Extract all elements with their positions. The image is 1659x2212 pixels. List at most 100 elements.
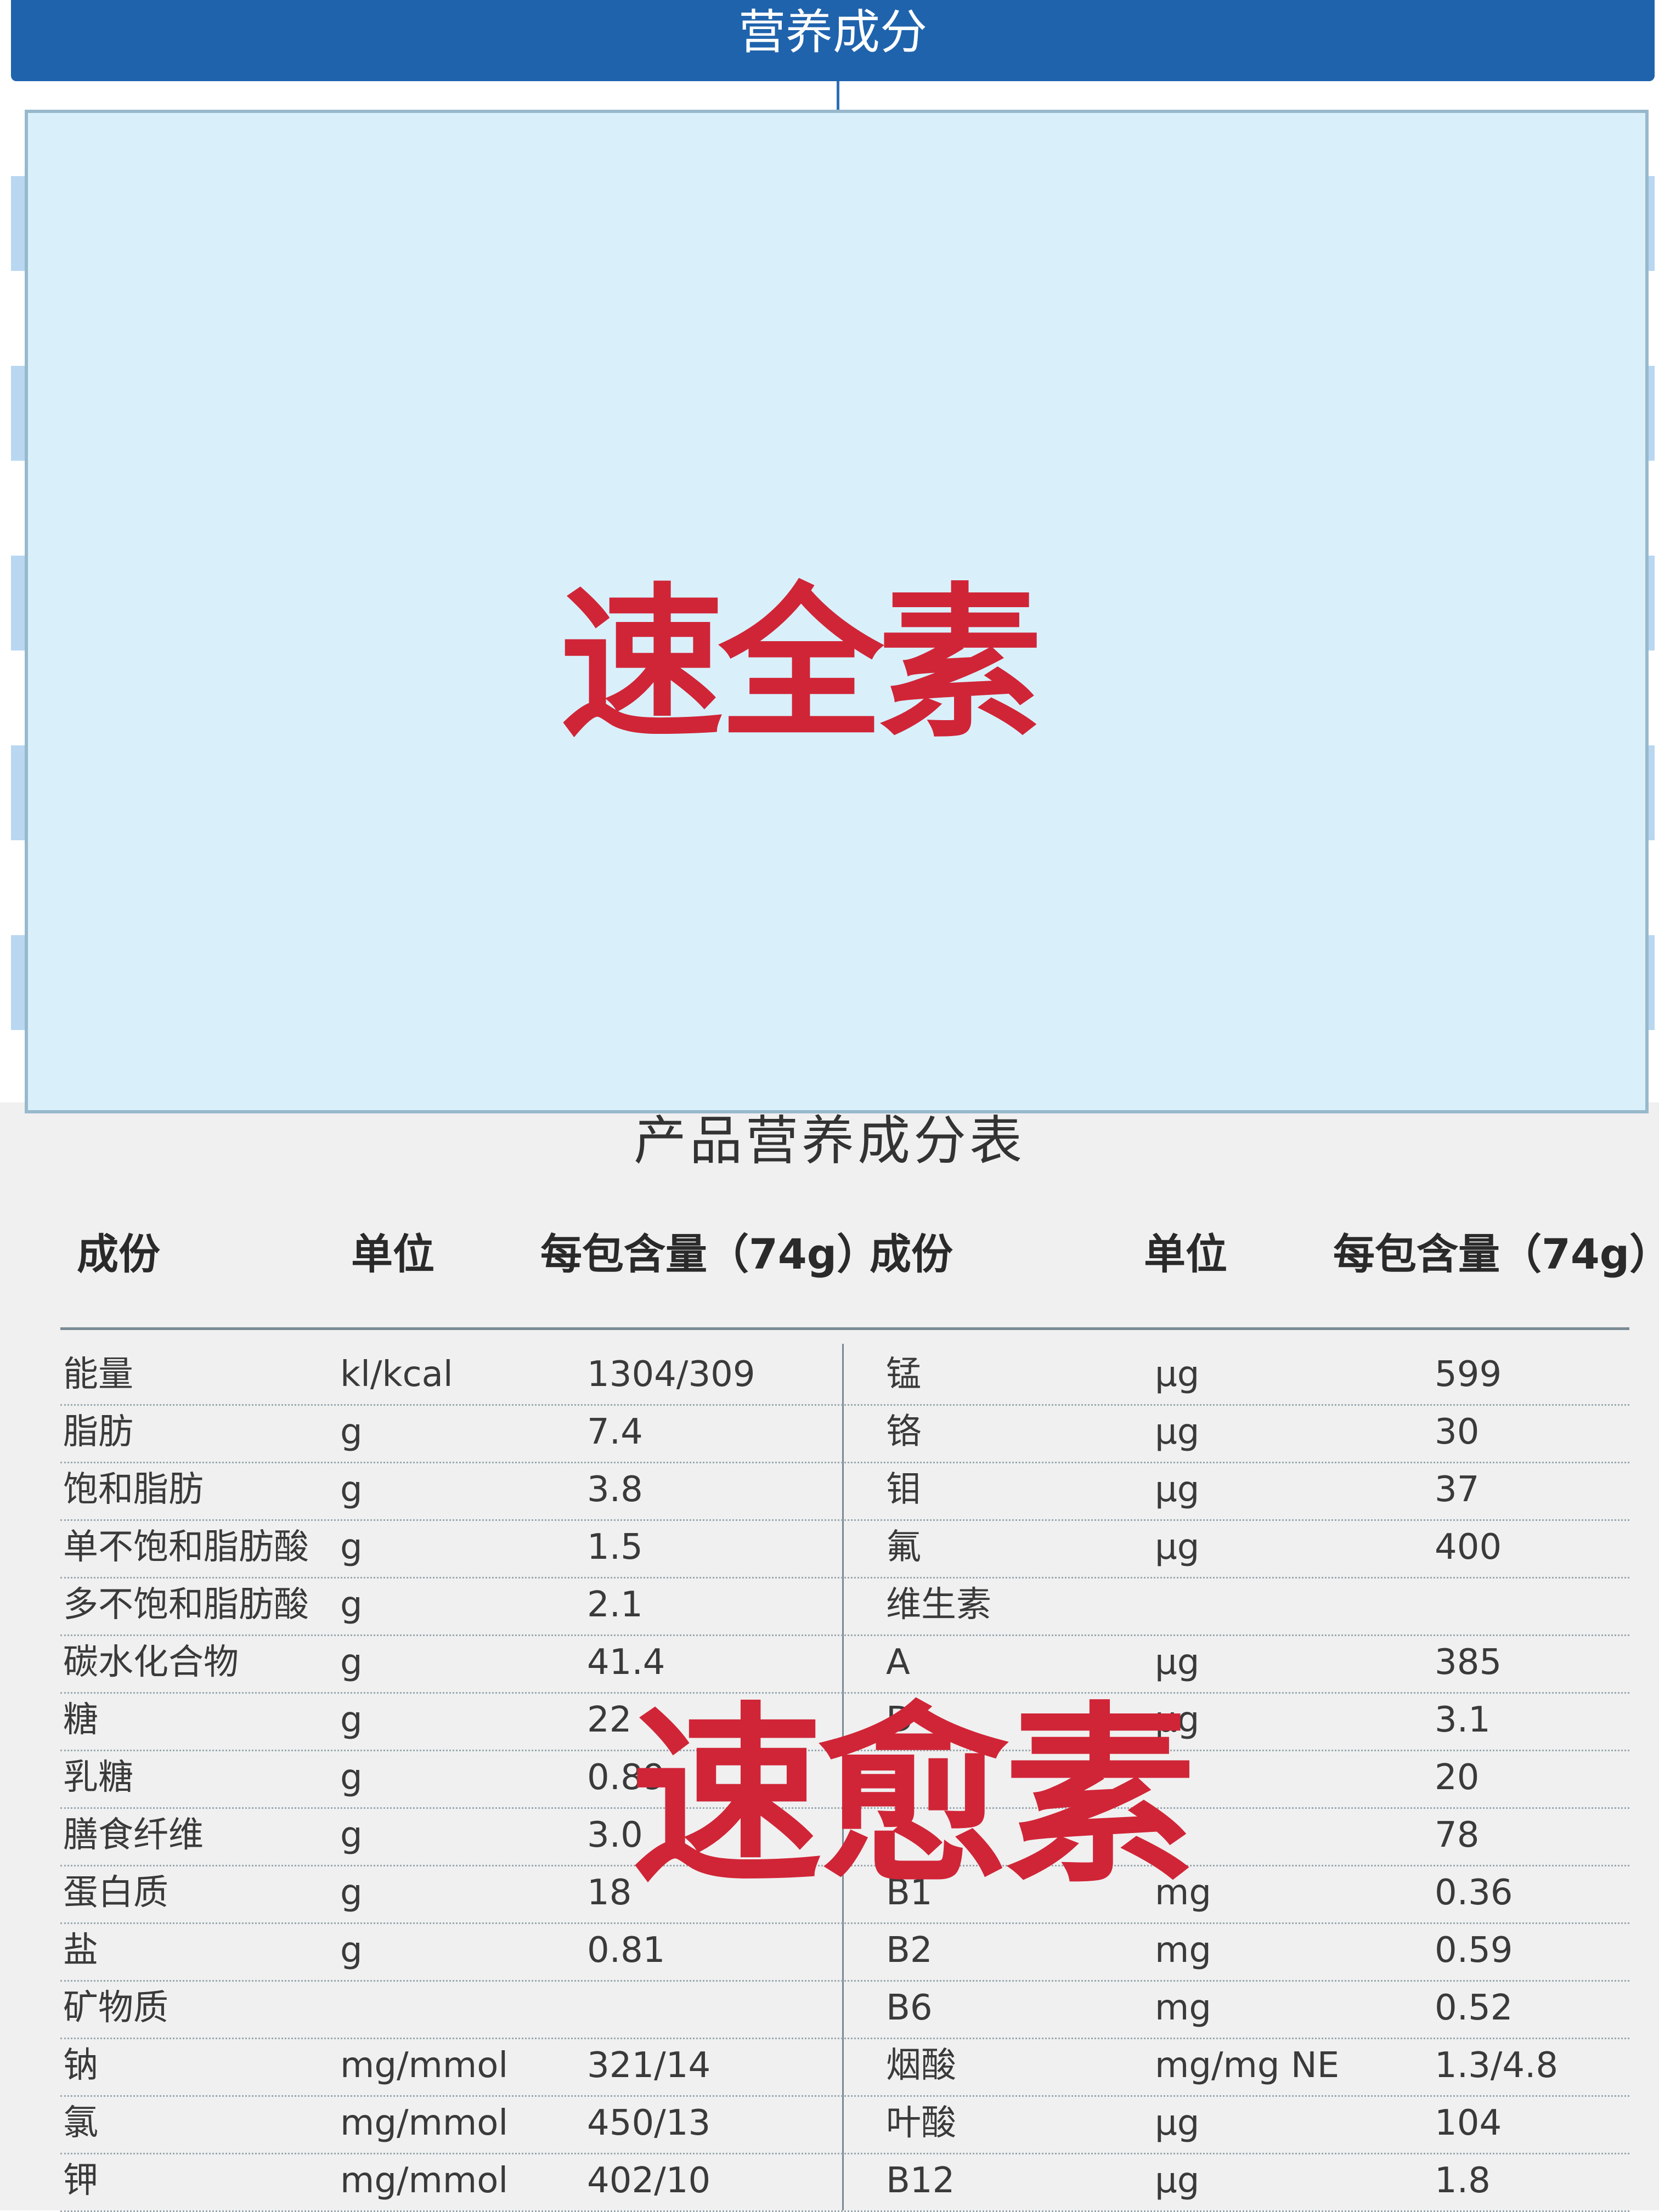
bottom-table-row: 氯 mg/mmol 450/13 叶酸 μg 104 (60, 2095, 1629, 2154)
ingredient-unit: μg (1155, 1354, 1200, 1395)
ingredient-unit: kl/kcal (340, 1354, 453, 1395)
header-amount-right: 每包含量（74g） (1333, 1230, 1659, 1278)
ingredient-amount: 2.1 (587, 1585, 643, 1625)
bottom-table-row: 能量 kl/kcal 1304/309 锰 μg 599 (60, 1347, 1629, 1406)
ingredient-amount: 450/13 (587, 2103, 711, 2143)
ingredient-amount: 3.0 (587, 1815, 643, 1855)
ingredient-amount: 400 (1435, 1527, 1502, 1568)
ingredient-name: B1 (886, 1872, 933, 1913)
ingredient-name: 盐 (63, 1930, 98, 1971)
ingredient-unit: μg (1155, 2103, 1200, 2143)
bottom-table-row: 膳食纤维 g 3.0 78 (60, 1807, 1629, 1866)
ingredient-unit: μg (1155, 1527, 1200, 1568)
top-table-title: 营养成分 (11, 0, 1655, 81)
ingredient-name: B12 (886, 2160, 955, 2201)
ingredient-name: 单不饱和脂肪酸 (63, 1527, 309, 1568)
ingredient-amount: 37 (1435, 1469, 1480, 1510)
ingredient-amount: 385 (1435, 1642, 1502, 1683)
ingredient-name: 氯 (63, 2103, 98, 2143)
ingredient-amount: 30 (1435, 1412, 1480, 1452)
ingredient-name: 多不饱和脂肪酸 (63, 1585, 309, 1625)
ingredient-unit: g (340, 1412, 363, 1452)
ingredient-unit: μg (1155, 1642, 1200, 1683)
column-divider-bottom (842, 1344, 844, 2210)
bottom-table-title: 产品营养成分表 (634, 1110, 1025, 1172)
ingredient-amount: 1.8 (1435, 2160, 1491, 2201)
ingredient-unit: g (340, 1642, 363, 1683)
ingredient-unit: g (340, 1872, 363, 1913)
ingredient-name: 铬 (886, 1412, 921, 1452)
ingredient-amount: 20 (1435, 1757, 1480, 1798)
ingredient-unit: μg (1155, 1412, 1200, 1452)
ingredient-name: 能量 (63, 1354, 133, 1395)
ingredient-name: 脂肪 (63, 1412, 133, 1452)
header-amount-left: 每包含量（74g） (540, 1230, 879, 1278)
ingredient-unit: mg/mmol (340, 2103, 509, 2143)
ingredient-name: 钠 (63, 2045, 98, 2086)
ingredient-unit: g (340, 1815, 363, 1855)
ingredient-amount: 1.3/4.8 (1435, 2045, 1559, 2086)
header-unit-right: 单位 (1144, 1230, 1227, 1278)
bottom-table-row: 钾 mg/mmol 402/10 B12 μg 1.8 (60, 2153, 1629, 2212)
ingredient-unit: μg (1155, 1469, 1200, 1510)
ingredient-amount: 0.81 (587, 1930, 665, 1971)
ingredient-name: B2 (886, 1930, 933, 1971)
ingredient-name: 氟 (886, 1527, 921, 1568)
ingredient-name: B6 (886, 1988, 933, 2028)
ingredient-amount: 1304/309 (587, 1354, 755, 1395)
ingredient-amount: 599 (1435, 1354, 1502, 1395)
header-unit-left: 单位 (351, 1230, 435, 1278)
header-rule (60, 1327, 1629, 1330)
bottom-table-panel (25, 110, 1649, 1113)
ingredient-name: A (886, 1642, 910, 1683)
ingredient-name: 钾 (63, 2160, 98, 2201)
ingredient-name: 糖 (63, 1700, 98, 1740)
bottom-table-row: 乳糖 g 0.89 20 (60, 1750, 1629, 1809)
bottom-table-row: 矿物质 B6 mg 0.52 (60, 1980, 1629, 2039)
ingredient-unit: mg/mg NE (1155, 2045, 1340, 2086)
ingredient-amount: 0.36 (1435, 1872, 1513, 1913)
ingredient-amount: 78 (1435, 1815, 1480, 1855)
bottom-table-row: 盐 g 0.81 B2 mg 0.59 (60, 1922, 1629, 1982)
ingredient-unit: μg (1155, 1700, 1200, 1740)
ingredient-amount: 7.4 (587, 1412, 643, 1452)
ingredient-amount: 0.59 (1435, 1930, 1513, 1971)
ingredient-name: 碳水化合物 (63, 1642, 239, 1683)
bottom-table-row: 蛋白质 g 18 B1 mg 0.36 (60, 1865, 1629, 1924)
ingredient-unit: mg (1155, 1988, 1211, 2028)
ingredient-name: 叶酸 (886, 2103, 956, 2143)
ingredient-amount: 402/10 (587, 2160, 711, 2201)
bottom-table-row: 脂肪 g 7.4 铬 μg 30 (60, 1404, 1629, 1463)
ingredient-name: 钼 (886, 1469, 921, 1510)
ingredient-amount: 104 (1435, 2103, 1502, 2143)
ingredient-unit: g (340, 1585, 363, 1625)
bottom-table-row: 饱和脂肪 g 3.8 钼 μg 37 (60, 1462, 1629, 1521)
ingredient-name: 饱和脂肪 (63, 1469, 204, 1510)
watermark-bottom: 速愈素 (631, 1683, 1196, 1909)
ingredient-amount: 18 (587, 1872, 632, 1913)
ingredient-name: 膳食纤维 (63, 1815, 204, 1855)
ingredient-amount: 321/14 (587, 2045, 711, 2086)
ingredient-name: 蛋白质 (63, 1872, 168, 1913)
bottom-table-row: 单不饱和脂肪酸 g 1.5 氟 μg 400 (60, 1519, 1629, 1579)
ingredient-name: 矿物质 (63, 1988, 168, 2028)
ingredient-name: 烟酸 (886, 2045, 956, 2086)
ingredient-amount: 3.1 (1435, 1700, 1491, 1740)
bottom-table-row: 钠 mg/mmol 321/14 烟酸 mg/mg NE 1.3/4.8 (60, 2038, 1629, 2097)
bottom-table-row: 多不饱和脂肪酸 g 2.1 维生素 (60, 1577, 1629, 1636)
ingredient-unit: mg (1155, 1930, 1211, 1971)
ingredient-unit: g (340, 1469, 363, 1510)
ingredient-amount: 22 (587, 1700, 632, 1740)
watermark-top: 速全素 (560, 567, 1042, 760)
ingredient-name: D (886, 1700, 913, 1740)
ingredient-unit: g (340, 1527, 363, 1568)
ingredient-amount: 0.52 (1435, 1988, 1513, 2028)
ingredient-unit: μg (1155, 2160, 1200, 2201)
ingredient-amount: 41.4 (587, 1642, 665, 1683)
ingredient-unit: mg/mmol (340, 2160, 509, 2201)
ingredient-unit: g (340, 1700, 363, 1740)
ingredient-unit: mg/mmol (340, 2045, 509, 2086)
ingredient-unit: mg (1155, 1872, 1211, 1913)
